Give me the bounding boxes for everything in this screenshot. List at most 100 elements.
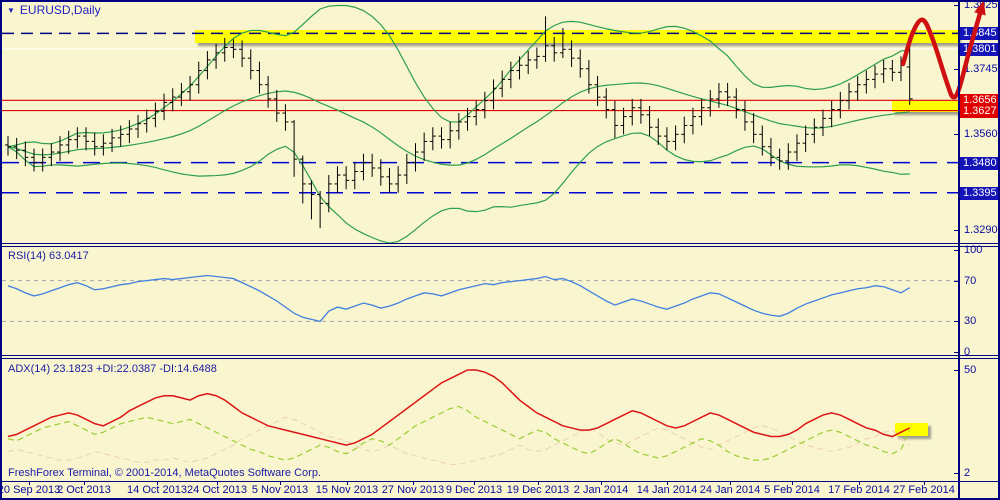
price-badge: 1.3845 — [960, 27, 998, 41]
date-tick — [859, 481, 860, 485]
price-label: 1.3745 — [964, 62, 998, 75]
adx-indicator-label: ADX(14) 23.1823 +DI:22.0387 -DI:14.6488 — [8, 363, 217, 375]
scale-tick — [954, 134, 959, 136]
ohlc-bar — [785, 143, 792, 170]
date-tick — [792, 481, 793, 485]
main-chart-panel[interactable] — [0, 0, 1000, 247]
ohlc-bar — [473, 100, 480, 126]
ohlc-bar — [239, 40, 246, 68]
ohlc-bar — [837, 91, 844, 119]
ohlc-bar — [629, 98, 636, 126]
ohlc-bar — [31, 148, 38, 172]
ohlc-bar — [187, 75, 194, 101]
ohlc-bar — [282, 104, 289, 131]
ohlc-bar — [872, 65, 878, 89]
ohlc-bar — [152, 102, 159, 128]
scale-tick — [954, 229, 959, 231]
date-label: 14 Oct 2013 — [127, 484, 187, 496]
date-label: 27 Nov 2013 — [381, 484, 445, 496]
ohlc-bar — [490, 79, 497, 110]
ohlc-bar — [48, 143, 55, 167]
ohlc-bar — [143, 109, 150, 133]
adx-scale-label: 50 — [964, 364, 977, 376]
ohlc-bar — [74, 127, 81, 149]
ohlc-bar — [39, 148, 46, 172]
panel-separator[interactable] — [0, 246, 1000, 247]
ohlc-bar — [559, 28, 566, 59]
date-tick — [474, 481, 475, 485]
ohlc-bar — [317, 191, 324, 229]
ohlc-bar — [698, 98, 705, 126]
copyright-text: FreshForex Terminal, © 2001-2014, MetaQu… — [8, 467, 321, 479]
bollinger-middle — [7, 82, 910, 166]
ohlc-bar — [594, 75, 601, 106]
ohlc-bar — [655, 118, 662, 145]
date-tick — [413, 481, 414, 485]
scale-tick — [954, 321, 959, 323]
ohlc-bar — [776, 148, 783, 170]
ohlc-bar — [247, 49, 254, 80]
symbol-title: ▼ EURUSD,Daily — [7, 3, 101, 17]
date-label: 5 Nov 2013 — [251, 484, 309, 496]
ohlc-bar — [308, 180, 315, 220]
adx-series-plusDI — [7, 405, 911, 461]
bollinger-lower — [7, 132, 910, 244]
date-tick — [730, 481, 731, 485]
scale-tick — [954, 473, 959, 474]
ohlc-bar — [369, 153, 376, 177]
frame-right — [998, 0, 1000, 500]
scale-tick — [954, 352, 959, 353]
ohlc-bar — [611, 100, 618, 138]
highlight-zone[interactable] — [892, 101, 958, 112]
ohlc-bar — [585, 59, 592, 94]
ohlc-bar — [351, 162, 358, 190]
ohlc-bar — [195, 61, 202, 94]
ohlc-bar — [525, 51, 532, 75]
date-label: 24 Oct 2013 — [187, 484, 247, 496]
scale-tick — [954, 250, 959, 251]
ohlc-bar — [672, 125, 679, 151]
panel-separator[interactable] — [0, 243, 1000, 244]
ohlc-bar — [83, 127, 90, 151]
adx-scale-label: 2 — [964, 467, 971, 479]
price-label: 1.3560 — [964, 128, 998, 141]
ohlc-bar — [889, 59, 896, 82]
price-badge: 1.3627 — [960, 104, 998, 118]
ohlc-bar — [117, 125, 124, 147]
ohlc-bar — [620, 107, 627, 135]
ohlc-bar — [169, 88, 176, 112]
date-tick — [601, 481, 602, 485]
ohlc-bar — [22, 141, 29, 167]
rsi-scale-label: 0 — [964, 346, 971, 358]
rsi-scale-label: 100 — [964, 244, 983, 256]
ohlc-bar — [507, 61, 514, 89]
ohlc-bar — [481, 91, 488, 119]
panel-separator[interactable] — [0, 355, 1000, 356]
panel-separator[interactable] — [0, 358, 1000, 359]
price-badge: 1.3395 — [960, 186, 998, 200]
ohlc-bar — [577, 49, 584, 78]
date-tick — [924, 481, 925, 485]
date-tick — [347, 481, 348, 485]
date-label: 24 Jan 2014 — [699, 484, 761, 496]
ohlc-bar — [499, 70, 506, 98]
rsi-indicator-label: RSI(14) 63.0417 — [8, 250, 89, 262]
rsi-scale-label: 30 — [964, 315, 977, 328]
ohlc-bar — [828, 100, 835, 128]
ohlc-bar — [793, 134, 800, 161]
ohlc-bar — [854, 75, 861, 101]
ohlc-bar — [637, 98, 644, 124]
ohlc-bar — [360, 153, 367, 181]
date-label: 19 Dec 2013 — [506, 484, 570, 496]
date-label: 2 Jan 2014 — [573, 484, 629, 496]
ohlc-bar — [438, 127, 445, 149]
symbol-title-text: EURUSD,Daily — [19, 3, 101, 17]
ohlc-bar — [568, 40, 575, 68]
ohlc-bar — [213, 43, 220, 69]
date-label: 2 Oct 2013 — [57, 484, 111, 496]
adx-highlight-zone[interactable] — [895, 423, 928, 436]
ohlc-bar — [5, 136, 11, 156]
